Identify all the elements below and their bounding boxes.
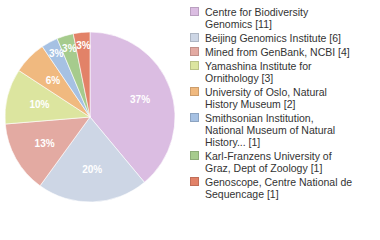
html-text:Genoscope, Centre National de: Genoscope, Centre National de Sequencage…	[205, 176, 353, 200]
svg-text:3%: 3%	[62, 43, 77, 54]
svg-text:3%: 3%	[76, 40, 91, 51]
svg-text:20%: 20%	[82, 164, 102, 175]
svg-text:10%: 10%	[29, 99, 49, 110]
html-text:Yamashina Institute for Ornith: Yamashina Institute for Ornithology [3]	[205, 60, 312, 84]
html-text:Karl-Franzens University of Gr: Karl-Franzens University of Graz, Dept o…	[205, 150, 332, 174]
html-text:Beijing Genomics Institute [6]: Beijing Genomics Institute [6]	[205, 32, 341, 44]
svg-text:13%: 13%	[35, 138, 55, 149]
html-text:University of Oslo, Natural Hi: University of Oslo, Natural History Muse…	[205, 86, 327, 110]
html-text:Centre for Biodiversity Genomi: Centre for Biodiversity Genomics [11]	[205, 6, 309, 30]
html-text:Smithsonian Institution, Natio: Smithsonian Institution, National Museum…	[205, 112, 336, 148]
svg-text:37%: 37%	[130, 94, 150, 105]
svg-text:6%: 6%	[46, 75, 61, 86]
html-text:Mined from GenBank, NCBI [4]: Mined from GenBank, NCBI [4]	[205, 46, 350, 58]
svg-text:3%: 3%	[48, 48, 64, 60]
